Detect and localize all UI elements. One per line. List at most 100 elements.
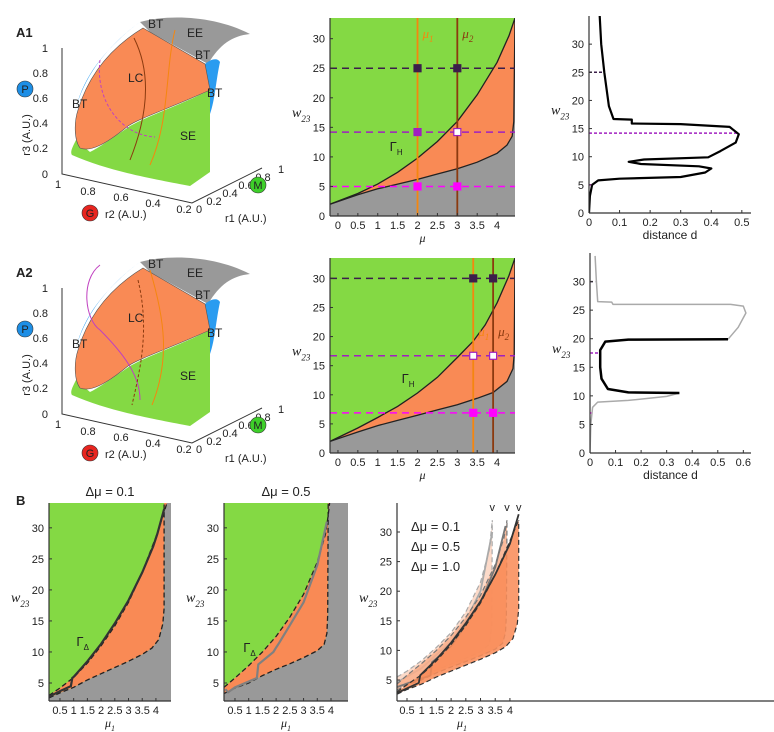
data-marker <box>489 408 498 417</box>
x-tick-label: 0.1 <box>612 217 627 229</box>
x-tick-label: 1.5 <box>255 705 270 717</box>
x-tick-label: 4 <box>153 705 159 717</box>
y-tick-label: 25 <box>573 305 585 317</box>
y-tick-label: 30 <box>313 34 325 46</box>
lc-region <box>330 258 515 442</box>
vline-label-main: μ <box>461 26 469 41</box>
x-tick-label: 0.2 <box>633 457 648 469</box>
x-axis-label: distance d <box>643 468 698 482</box>
r1-tick-label: 0 <box>196 444 202 456</box>
r1-tick-label: 0.6 <box>238 420 253 432</box>
r2-tick-label: 1 <box>55 179 61 191</box>
x-tick-label: 0.5 <box>399 705 414 717</box>
vline-label-sub: 2 <box>505 332 510 342</box>
se-region <box>71 330 210 426</box>
y-axis-label-sub: 23 <box>195 599 205 609</box>
x-tick-label: 2 <box>414 457 420 469</box>
y-tick-label: 30 <box>313 273 325 285</box>
curve-label-main: Γ <box>76 634 83 649</box>
badge-p-label: P <box>21 324 28 336</box>
curve-label-sub: Δ <box>250 649 256 658</box>
x-tick-label: 4 <box>494 457 500 469</box>
x-tick-label: 0 <box>587 457 593 469</box>
curve-label-sub: Δ <box>84 643 90 652</box>
x-axis-label-main: distance d <box>643 228 698 242</box>
y-axis-label: w23 <box>551 104 570 122</box>
r2-tick-label: 0.8 <box>80 186 95 198</box>
x-tick-label: 3 <box>454 220 460 232</box>
vline-label-sub: 1 <box>485 332 490 342</box>
y-tick-label: 15 <box>313 122 325 134</box>
y-tick-label: 10 <box>32 647 44 659</box>
badge-p-icon <box>16 80 34 98</box>
x-tick-label: 0.3 <box>659 457 674 469</box>
badge-g-label: G <box>86 448 95 460</box>
hopf-boundary-curve <box>330 18 515 205</box>
r2-tick-label: 0.8 <box>80 426 95 438</box>
bt-region-right <box>205 59 220 114</box>
chart-a2-distance: 0 0.1 0.2 0.3 0.4 0.5 0.6 0 5 10 15 20 25 30 distance … <box>552 253 751 482</box>
y-axis-label: w23 <box>292 106 311 124</box>
bt-label: BT <box>207 86 223 100</box>
plot-area <box>397 513 520 695</box>
curve-label: ΓH <box>390 139 403 157</box>
y-axis-label-main: w <box>292 345 302 360</box>
x-tick-label: 1 <box>419 705 425 717</box>
y-tick-label: 20 <box>380 586 392 598</box>
lc-region <box>224 503 330 694</box>
lc-label: LC <box>128 311 144 325</box>
trajectory <box>149 29 176 166</box>
curve-label-main: Γ <box>243 640 250 655</box>
band-arrow-icon: v <box>490 502 496 514</box>
y-tick-label: 25 <box>313 302 325 314</box>
y-axis-label-main: w <box>186 591 196 606</box>
trajectory <box>131 279 145 406</box>
y-tick-label: 5 <box>386 675 392 687</box>
x-axis-label-sub: 1 <box>463 724 467 732</box>
x-axis-label: μ1 <box>104 716 115 732</box>
y-axis-label-sub: 23 <box>301 353 311 363</box>
bt-region-right <box>205 299 220 354</box>
data-marker <box>453 182 462 191</box>
curve-label-main: Γ <box>390 139 397 154</box>
x-axis-label: μ1 <box>280 716 291 732</box>
x-axis-label: distance d <box>643 228 698 242</box>
r3-tick-label: 0.4 <box>33 118 48 130</box>
band-area <box>397 520 519 695</box>
vline-label-main: μ <box>477 324 485 339</box>
y-tick-label: 20 <box>32 585 44 597</box>
y-tick-label: 10 <box>207 647 219 659</box>
data-marker <box>413 182 422 191</box>
se-label: SE <box>180 369 196 383</box>
legend-entry: Δμ = 0.1 <box>411 519 460 534</box>
curve-label-sub: H <box>409 380 415 389</box>
r1-tick-label: 0.4 <box>222 188 237 200</box>
bt-label: BT <box>195 288 211 302</box>
data-marker <box>453 127 462 137</box>
ee-label: EE <box>187 266 203 280</box>
bt-label: BT <box>72 337 88 351</box>
x-axis-label-main: μ <box>418 231 425 245</box>
ee-region <box>330 18 515 216</box>
lower-boundary-curve <box>224 503 329 695</box>
r1-tick-label: 0.2 <box>206 196 221 208</box>
data-marker <box>489 274 498 283</box>
chart-a1-distance: 0 0.1 0.2 0.3 0.4 0.5 0 5 10 15 20 25 30 distance d w2… <box>551 16 751 242</box>
y-tick-label: 15 <box>573 362 585 374</box>
r3-axis-label: r3 (A.U.) <box>21 354 33 396</box>
x-tick-label: 1.5 <box>390 457 405 469</box>
trajectory <box>98 59 156 138</box>
curve-label: ΓΔ <box>243 640 256 658</box>
y-tick-label: 25 <box>313 63 325 75</box>
vline-label-main: μ <box>422 26 430 41</box>
y-tick-label: 15 <box>380 616 392 628</box>
x-tick-label: 3.5 <box>488 705 503 717</box>
data-marker <box>413 64 422 73</box>
x-tick-label: 0.5 <box>710 457 725 469</box>
x-tick-label: 0.3 <box>673 217 688 229</box>
panel-label-a1: A1 <box>16 25 33 40</box>
